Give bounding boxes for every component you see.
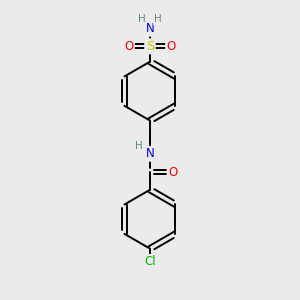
Text: N: N <box>146 22 154 35</box>
Text: S: S <box>146 40 154 53</box>
Text: Cl: Cl <box>144 255 156 268</box>
Text: H: H <box>154 14 162 24</box>
Text: O: O <box>168 166 178 178</box>
Text: O: O <box>124 40 134 53</box>
Text: N: N <box>146 147 154 160</box>
Text: O: O <box>167 40 176 53</box>
Text: H: H <box>135 141 143 151</box>
Text: H: H <box>138 14 146 24</box>
